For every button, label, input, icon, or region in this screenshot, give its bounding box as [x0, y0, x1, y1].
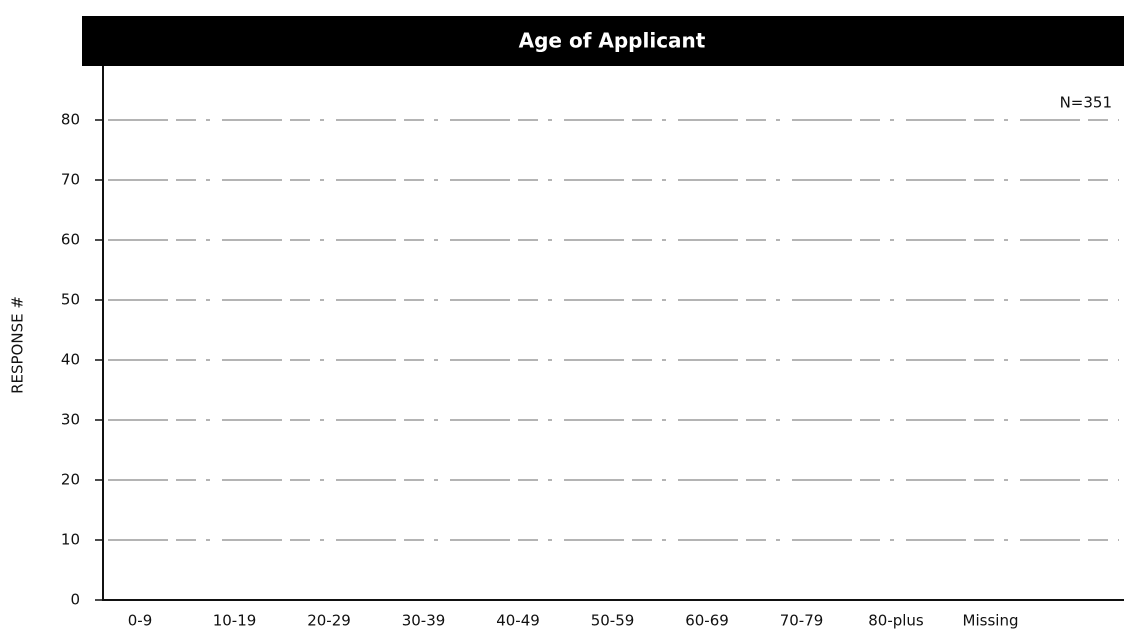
x-tick-label: 40-49: [496, 612, 540, 630]
x-tick-label: 60-69: [685, 612, 729, 630]
y-tick-label: 60: [61, 231, 80, 249]
title-bar: [82, 16, 1124, 66]
chart-title: Age of Applicant: [519, 29, 706, 53]
x-tick-label: 0-9: [128, 612, 153, 630]
y-tick-label: 0: [70, 591, 80, 609]
y-tick-label: 80: [61, 111, 80, 129]
y-tick-label: 20: [61, 471, 80, 489]
y-tick-label: 10: [61, 531, 80, 549]
x-tick-label: 20-29: [307, 612, 351, 630]
y-axis-label: RESPONSE #: [9, 296, 27, 394]
x-tick-label: 10-19: [213, 612, 257, 630]
x-tick-label: 70-79: [780, 612, 824, 630]
x-tick-label: 50-59: [591, 612, 635, 630]
y-tick-label: 30: [61, 411, 80, 429]
x-tick-label: 30-39: [402, 612, 446, 630]
x-tick-label: 80-plus: [868, 612, 924, 630]
annotation: N=351: [1060, 94, 1112, 112]
y-tick-label: 70: [61, 171, 80, 189]
y-tick-label: 40: [61, 351, 80, 369]
y-tick-label: 50: [61, 291, 80, 309]
x-tick-label: Missing: [963, 612, 1019, 630]
